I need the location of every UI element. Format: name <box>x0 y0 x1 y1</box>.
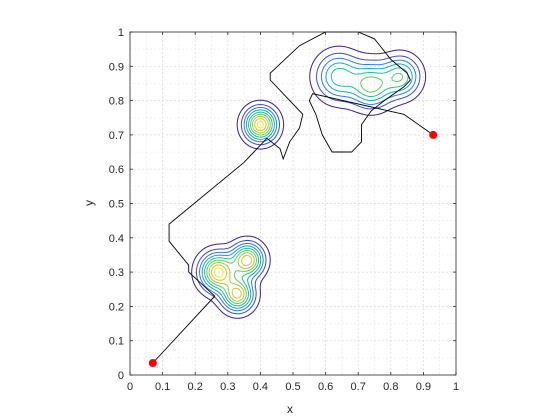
x-tick-label: 0.2 <box>188 381 203 393</box>
contour-level-7 <box>208 115 269 302</box>
x-tick-label: 1 <box>453 381 459 393</box>
x-tick-label: 0.6 <box>318 381 333 393</box>
y-tick-label: 0.7 <box>109 130 124 142</box>
x-tick-label: 0.5 <box>285 381 300 393</box>
contour-level-6 <box>206 72 404 305</box>
end-point-marker <box>429 130 438 139</box>
start-point-marker <box>148 358 157 367</box>
x-tick-label: 0 <box>127 381 133 393</box>
y-tick-label: 0.5 <box>109 199 124 211</box>
y-tick-label: 0.2 <box>109 301 124 313</box>
contour-level-9 <box>213 120 264 278</box>
contour-level-8 <box>210 118 267 299</box>
contour-level-2 <box>195 52 421 315</box>
x-tick-label: 0.8 <box>383 381 398 393</box>
y-tick-label: 0 <box>118 370 124 382</box>
x-tick-label: 0.4 <box>253 381 268 393</box>
y-ticks: 0 0.1 0.2 0.3 0.4 0.5 0.6 0.7 0.8 0.9 1 <box>109 27 456 382</box>
y-tick-label: 0.8 <box>109 96 124 108</box>
y-tick-label: 0.4 <box>109 233 124 245</box>
contour-level-5 <box>204 67 409 307</box>
x-tick-label: 0.7 <box>351 381 366 393</box>
contour-level-1 <box>191 45 427 319</box>
y-tick-label: 0.1 <box>109 336 124 348</box>
contour-level-4 <box>201 62 413 309</box>
x-ticks: 0 0.1 0.2 0.3 0.4 0.5 0.6 0.7 0.8 0.9 1 <box>127 32 459 393</box>
y-axis-label: y <box>82 200 96 206</box>
contour-lines <box>191 45 427 319</box>
x-axis-label: x <box>287 402 293 416</box>
y-tick-label: 0.3 <box>109 267 124 279</box>
x-tick-label: 0.9 <box>416 381 431 393</box>
y-tick-label: 0.9 <box>109 61 124 73</box>
grid-lines <box>130 32 456 375</box>
y-tick-label: 1 <box>118 27 124 39</box>
y-tick-label: 0.6 <box>109 164 124 176</box>
x-tick-label: 0.3 <box>220 381 235 393</box>
contour-level-3 <box>199 57 417 312</box>
x-tick-label: 0.1 <box>155 381 170 393</box>
